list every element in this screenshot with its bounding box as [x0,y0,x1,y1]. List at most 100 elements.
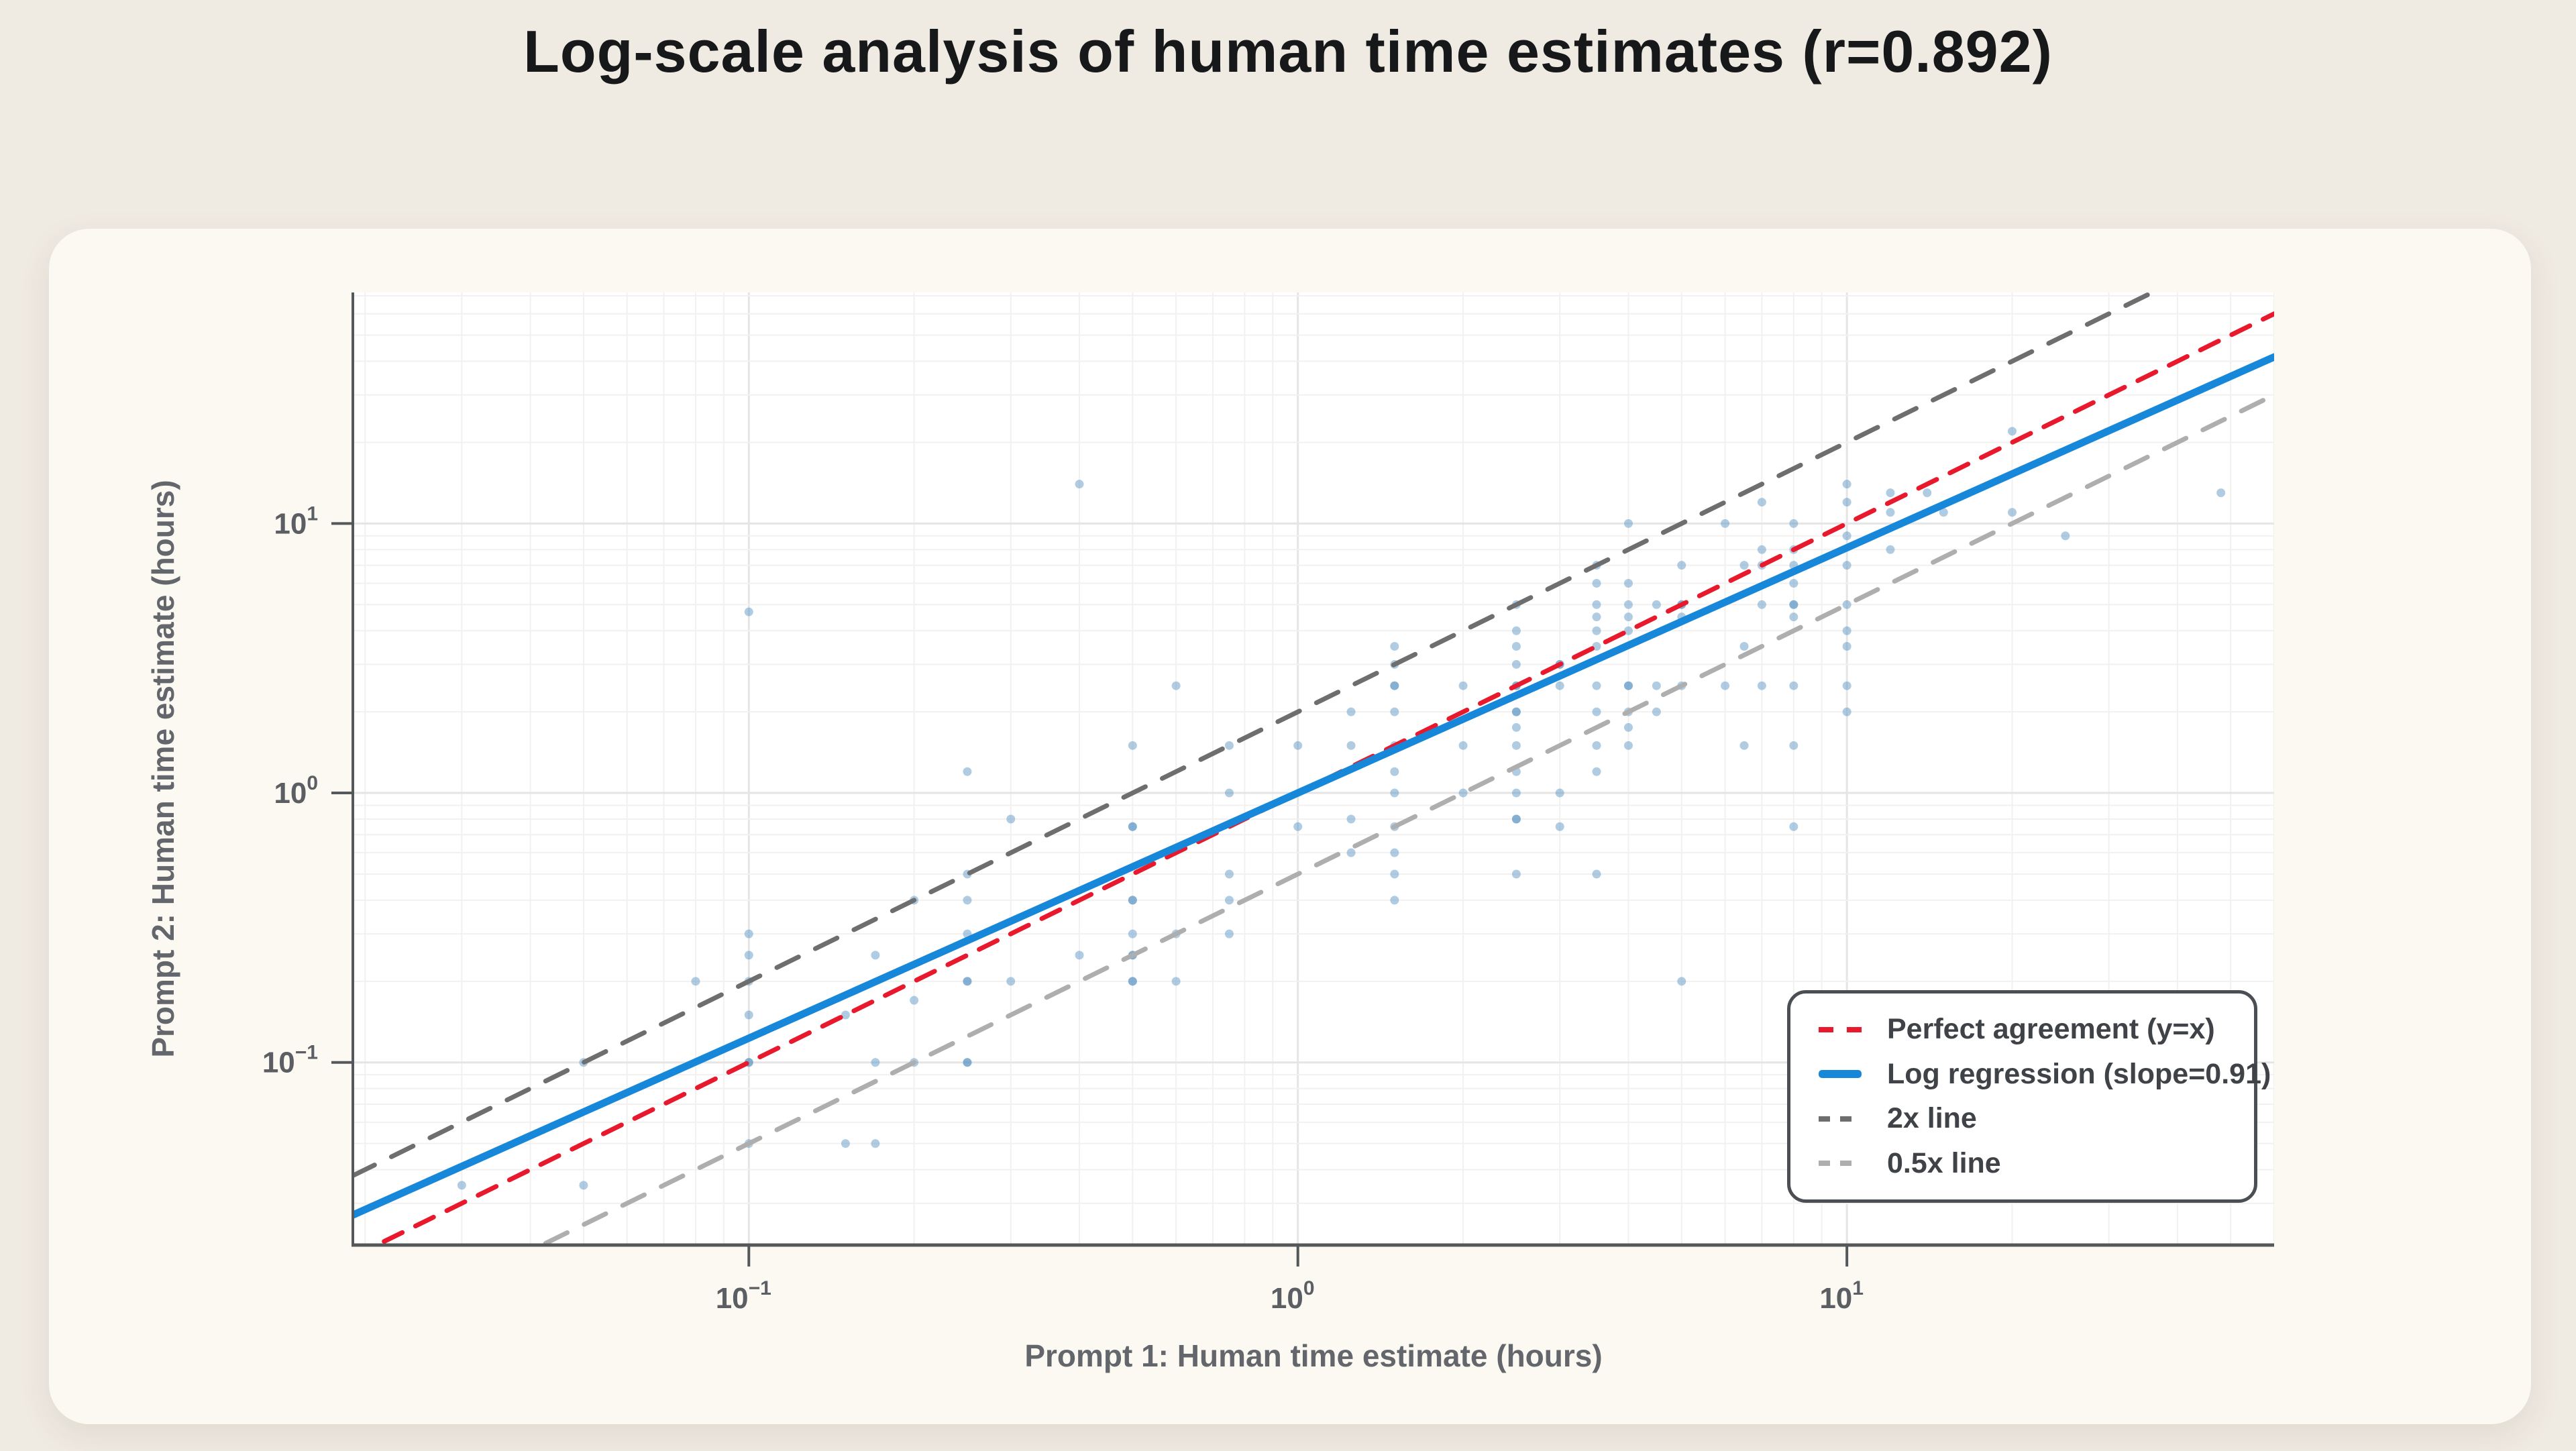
half-x-line-line [537,392,2274,1245]
data-point [1757,545,1766,554]
data-point [910,996,919,1005]
data-point [1390,767,1399,776]
data-point [1721,681,1730,690]
y-tick-label: 100 [274,772,318,810]
data-point [1842,626,1851,635]
data-point [1390,707,1399,716]
data-point [1623,681,1633,690]
data-point [1842,531,1851,541]
data-point [1757,681,1766,690]
data-point [1842,480,1851,489]
legend-label: Perfect agreement (y=x) [1887,1013,2215,1046]
data-point [1346,848,1356,857]
data-point [1006,814,1016,824]
data-point [1390,642,1399,651]
data-point [963,1058,972,1067]
data-point [1346,741,1356,750]
data-point [1677,977,1686,986]
data-point [1224,896,1234,905]
data-point [1623,722,1633,732]
data-point [1390,896,1399,905]
data-point [1592,626,1601,635]
data-point [1171,977,1181,986]
legend-label: 0.5x line [1887,1146,2001,1179]
data-point [1128,822,1137,831]
data-point [457,1181,466,1190]
data-point [1075,480,1084,489]
y-axis-label: Prompt 2: Human time estimate (hours) [146,480,180,1058]
data-point [1739,561,1749,570]
x-tick-label: 100 [1271,1277,1315,1315]
data-point [1842,498,1851,507]
data-point [1511,814,1521,824]
data-point [1128,896,1137,905]
data-point [1789,822,1799,831]
data-point [744,1010,753,1020]
data-point [871,1058,880,1067]
data-point [1128,896,1137,905]
data-point [1592,612,1601,622]
data-point [1458,788,1468,798]
data-point [1886,508,1895,517]
data-point [1623,612,1633,622]
data-point [1293,822,1303,831]
data-point [691,977,700,986]
data-point [841,1010,850,1020]
data-point [1511,814,1521,824]
data-point [1789,741,1799,750]
data-point [1346,707,1356,716]
data-point [1511,788,1521,798]
data-point [1128,741,1137,750]
data-point [1006,977,1016,986]
data-point [1128,822,1137,831]
data-point [2216,488,2226,498]
data-point [744,929,753,938]
data-point [1939,508,1948,517]
data-point [1511,659,1521,669]
data-point [1390,869,1399,879]
data-point [1511,722,1521,732]
data-point [841,1139,850,1148]
data-point [1721,519,1730,528]
data-point [963,1058,972,1067]
data-point [1652,600,1661,609]
legend-item-log-regression: Log regression (slope=0.91) [1819,1058,2271,1091]
data-point [1739,741,1749,750]
data-point [1789,681,1799,690]
data-point [1789,578,1799,588]
data-point [1511,626,1521,635]
data-point [1623,741,1633,750]
data-point [1592,578,1601,588]
legend-item-2x-line: 2x line [1819,1102,2241,1135]
legend-item-half-x-line: 0.5x line [1819,1147,2241,1180]
data-point [1623,681,1633,690]
data-point [1293,741,1303,750]
legend: Perfect agreement (y=x) Log regression (… [1787,990,2271,1203]
data-point [1346,814,1356,824]
data-point [1677,561,1686,570]
data-point [1592,767,1601,776]
data-point [1511,869,1521,879]
data-point [1224,929,1234,938]
2x-line-line [353,292,2158,1179]
data-point [1886,488,1895,498]
legend-item-perfect-agreement: Perfect agreement (y=x) [1819,1013,2241,1046]
data-point [2008,427,2017,436]
data-point [1592,600,1601,609]
data-point [1224,741,1234,750]
data-point [871,951,880,960]
data-point [1592,741,1601,750]
data-point [871,1139,880,1148]
data-point [1511,741,1521,750]
data-point [1458,741,1468,750]
data-point [1555,788,1564,798]
data-point [1757,600,1766,609]
data-point [1842,642,1851,651]
data-point [1789,612,1799,622]
data-point [1128,929,1137,938]
data-point [1458,681,1468,690]
data-point [1390,788,1399,798]
data-point [1390,681,1399,690]
